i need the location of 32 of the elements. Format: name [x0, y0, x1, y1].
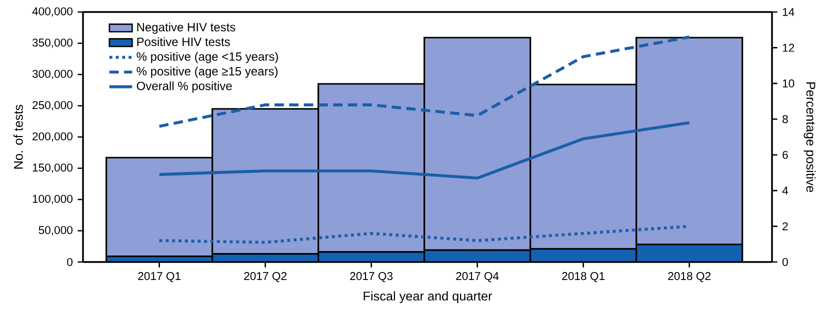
x-axis-title: Fiscal year and quarter — [364, 291, 492, 304]
y2-tick-label: 8 — [782, 115, 788, 124]
legend-label: Positive HIV tests — [137, 37, 230, 46]
y2-tick-label: 14 — [782, 8, 794, 16]
y2-tick-label: 0 — [782, 258, 788, 266]
y2-tick-label: 6 — [782, 150, 788, 159]
y2-axis-title: Percentage positive — [804, 82, 816, 192]
x-tick-label: 2017 Q3 — [350, 272, 393, 282]
x-tick-label: 2017 Q1 — [138, 272, 180, 282]
line-series — [158, 121, 691, 180]
y-tick-label: 350,000 — [32, 38, 73, 48]
y2-tick-label: 10 — [782, 79, 794, 88]
y2-tick-label: 4 — [782, 186, 788, 194]
y-tick-label: 150,000 — [32, 164, 73, 173]
y-tick-label: 300,000 — [32, 70, 73, 80]
x-tick-label: 2018 Q1 — [562, 272, 604, 282]
legend-label: % positive (age ≥15 years) — [136, 66, 278, 78]
y2-tick-label: 12 — [782, 44, 794, 52]
y-tick-label: 400,000 — [32, 7, 73, 17]
y-axis-title: No. of tests — [14, 104, 23, 169]
y-tick-label: 100,000 — [32, 194, 73, 204]
y-tick-label: 250,000 — [32, 101, 73, 110]
x-tick-label: 2017 Q4 — [456, 272, 499, 282]
legend-label: Negative HIV tests — [137, 22, 236, 34]
x-tick-label: 2018 Q2 — [668, 272, 710, 282]
legend-label: Overall % positive — [136, 81, 232, 93]
legend-label: % positive (age <15 years) — [136, 52, 278, 64]
x-tick-label: 2017 Q2 — [244, 272, 286, 282]
y-tick-label: 200,000 — [32, 132, 73, 142]
y-tick-label: 0 — [67, 258, 73, 266]
y-tick-label: 50,000 — [38, 226, 73, 236]
y2-tick-label: 2 — [782, 222, 788, 230]
